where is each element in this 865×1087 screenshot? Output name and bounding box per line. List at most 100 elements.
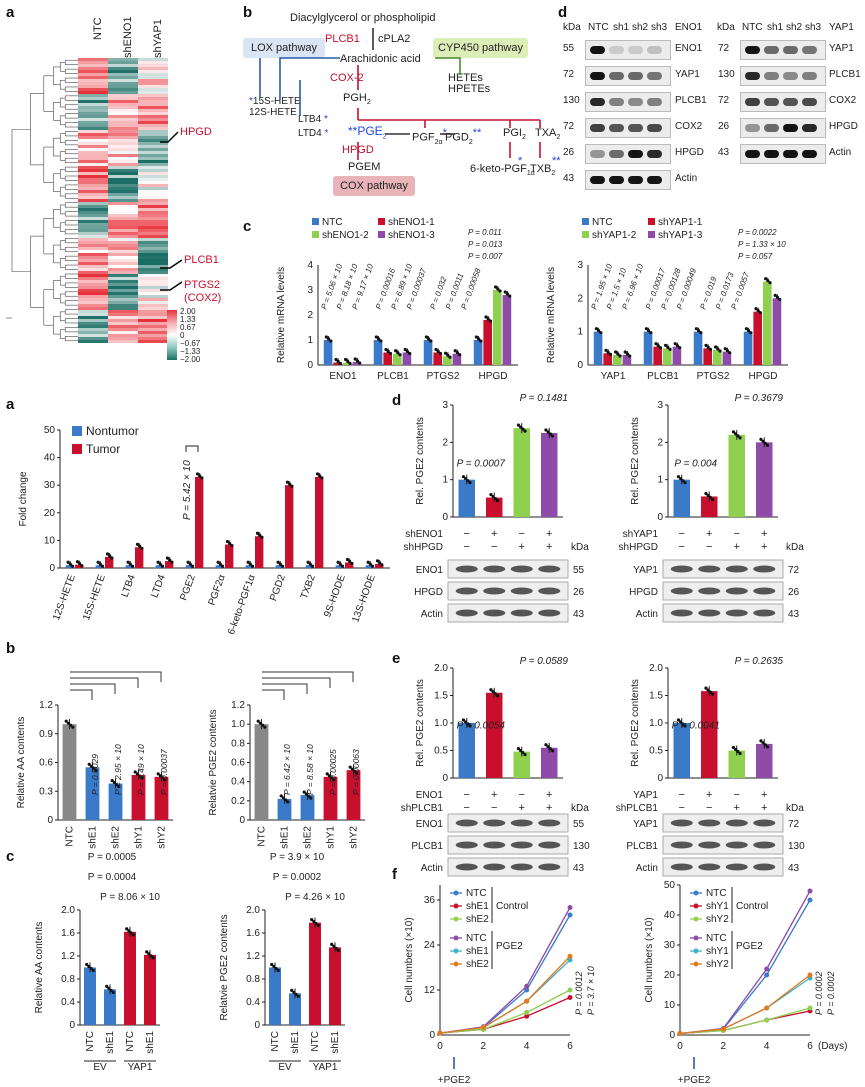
data-point bbox=[521, 427, 525, 431]
data-point bbox=[704, 491, 708, 496]
y-tick-label: 1.0 bbox=[649, 718, 663, 729]
legend-marker bbox=[693, 948, 699, 954]
y-tick-label: 2 bbox=[307, 310, 313, 321]
sign: + bbox=[546, 528, 552, 540]
x-tick-label: NTC bbox=[257, 826, 268, 847]
blot-row-plcb1 bbox=[740, 66, 826, 86]
legend-label: shENO1-2 bbox=[322, 230, 369, 241]
pathway-15s-hete: *15S-HETE bbox=[249, 96, 301, 107]
star-pgf2a: * bbox=[442, 127, 447, 139]
pathway-txa2: TXA2 bbox=[535, 127, 561, 142]
bar bbox=[402, 352, 412, 365]
scale-label-2: 0.67 bbox=[180, 323, 196, 332]
data-point bbox=[296, 994, 300, 998]
heatmap-cell bbox=[108, 253, 138, 257]
data-point bbox=[270, 962, 274, 967]
data-point bbox=[355, 359, 360, 363]
blot-band bbox=[802, 150, 817, 158]
y-tick-label: 1.5 bbox=[434, 691, 448, 702]
p-value: P = 0.0041 bbox=[672, 721, 720, 732]
y-tick-label: 0 bbox=[442, 773, 448, 784]
heatmap-cell bbox=[138, 175, 168, 179]
data-point bbox=[315, 472, 320, 476]
y-tick-label: 1.6 bbox=[246, 928, 260, 939]
heatmap-cell bbox=[138, 325, 168, 329]
x-tick-label: PGE2 bbox=[178, 573, 198, 602]
chart-c-top-left: Relative mRNA levels ENO1 PLCB1 PTGS2 HPGD 0 1… bbox=[276, 217, 518, 382]
pathway-txb2: TXB2 bbox=[530, 163, 556, 178]
heatmap-cell bbox=[108, 91, 138, 95]
data-point bbox=[725, 349, 730, 353]
blot-band bbox=[802, 46, 817, 54]
blot-band bbox=[764, 46, 779, 54]
data-point bbox=[129, 931, 133, 935]
data-point bbox=[384, 347, 388, 352]
kda-label: kDa bbox=[786, 803, 804, 814]
x-tick-label: 15S-HETE bbox=[81, 573, 108, 622]
heatmap-cell bbox=[108, 169, 138, 173]
heatmap-cell bbox=[138, 97, 168, 101]
heatmap-cell bbox=[108, 124, 138, 128]
heatmap-cell bbox=[108, 115, 138, 119]
data-point bbox=[290, 988, 294, 992]
bar bbox=[225, 544, 234, 568]
y-tick-label: 0.6 bbox=[231, 758, 245, 769]
sign: − bbox=[519, 528, 525, 540]
blot-protein-label: HPGD bbox=[675, 147, 704, 158]
pge2-text: PGE bbox=[357, 124, 383, 138]
blot-band bbox=[590, 46, 605, 54]
heatmap-cell bbox=[108, 160, 138, 164]
data-point bbox=[135, 772, 139, 776]
x-tick-label: NTC bbox=[310, 1031, 321, 1052]
p-value: P = 1.33 × 10 bbox=[738, 240, 786, 249]
data-point bbox=[110, 556, 114, 560]
heatmap-cell bbox=[78, 169, 108, 173]
blot-protein-label: HPGD bbox=[629, 587, 658, 598]
pointer-plcb1 bbox=[160, 259, 183, 269]
sign: + bbox=[546, 802, 552, 814]
data-point bbox=[519, 425, 523, 429]
legend-label: NTC bbox=[466, 933, 487, 944]
heatmap-cell bbox=[108, 190, 138, 194]
heatmap-cell bbox=[108, 181, 138, 185]
legend-label: shE1 bbox=[466, 946, 489, 957]
data-point bbox=[324, 335, 328, 339]
data-point bbox=[550, 749, 555, 753]
data-point bbox=[464, 720, 468, 724]
data-point bbox=[272, 964, 276, 969]
heatmap-cell bbox=[138, 169, 168, 173]
data-point bbox=[494, 285, 498, 289]
data-point bbox=[96, 560, 100, 564]
pathway-arrows bbox=[259, 28, 541, 160]
bar bbox=[473, 340, 483, 365]
legend-marker bbox=[693, 890, 699, 896]
heatmap-cell bbox=[78, 322, 108, 326]
data-point bbox=[604, 348, 608, 352]
blot-protein-label: HPGD bbox=[414, 587, 443, 598]
heatmap-cell bbox=[78, 151, 108, 155]
heatmap-cell bbox=[78, 331, 108, 335]
data-point bbox=[68, 562, 72, 566]
heatmap-cell bbox=[108, 211, 138, 215]
x-tick-label: NTC bbox=[125, 1031, 136, 1052]
legend-marker bbox=[453, 948, 459, 954]
heatmap-cell bbox=[108, 241, 138, 245]
bar bbox=[663, 348, 672, 365]
data-point bbox=[284, 798, 288, 802]
p-value: P = 0.011 bbox=[468, 228, 502, 237]
pathway-cox2: COX-2 bbox=[330, 72, 364, 84]
heatmap-cell bbox=[138, 295, 168, 299]
blot-protein-label: Actin bbox=[421, 863, 443, 874]
bar bbox=[728, 434, 745, 517]
data-point bbox=[444, 351, 448, 355]
blot-kda-marker: 26 bbox=[788, 587, 800, 598]
chart-f-right: 0 10 20 30 40 50 0 2 4 6 (Days) Cell numbers (×10) N… bbox=[644, 880, 847, 1086]
heatmap-cell bbox=[108, 205, 138, 209]
p-bracket bbox=[70, 683, 116, 694]
bar bbox=[713, 350, 722, 365]
p-value: P = 2.95 × 10 bbox=[113, 744, 123, 795]
heatmap-cell bbox=[78, 289, 108, 293]
heatmap-cell bbox=[78, 220, 108, 224]
blot-band bbox=[745, 46, 760, 54]
legend-marker bbox=[693, 916, 699, 922]
